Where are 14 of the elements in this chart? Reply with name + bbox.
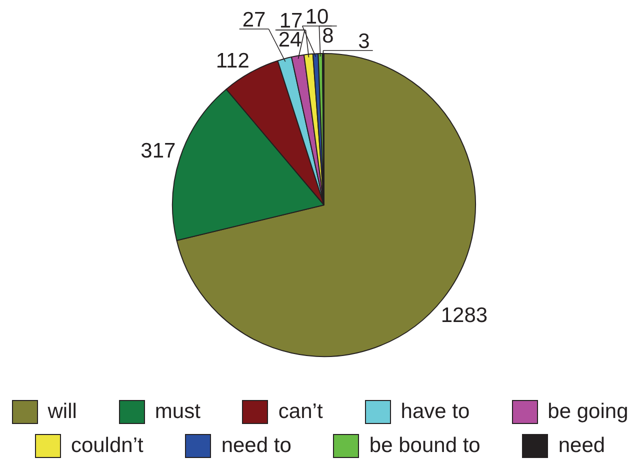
data-label: 112 bbox=[216, 50, 250, 72]
legend-label: need to bbox=[221, 434, 292, 458]
legend-label: can’t bbox=[278, 400, 323, 424]
legend-label: couldn’t bbox=[70, 434, 144, 458]
data-label: 317 bbox=[140, 139, 176, 162]
legend-label: need bbox=[558, 434, 606, 458]
data-label: 1283 bbox=[440, 304, 488, 328]
data-label: 27 bbox=[242, 8, 266, 32]
data-label: 3 bbox=[358, 30, 370, 53]
legend-label: must bbox=[154, 400, 200, 424]
legend-label: be bound to bbox=[369, 434, 480, 458]
legend-label: be going bbox=[548, 400, 628, 424]
legend-label: will bbox=[48, 400, 77, 424]
legend-label: have to bbox=[400, 400, 470, 424]
